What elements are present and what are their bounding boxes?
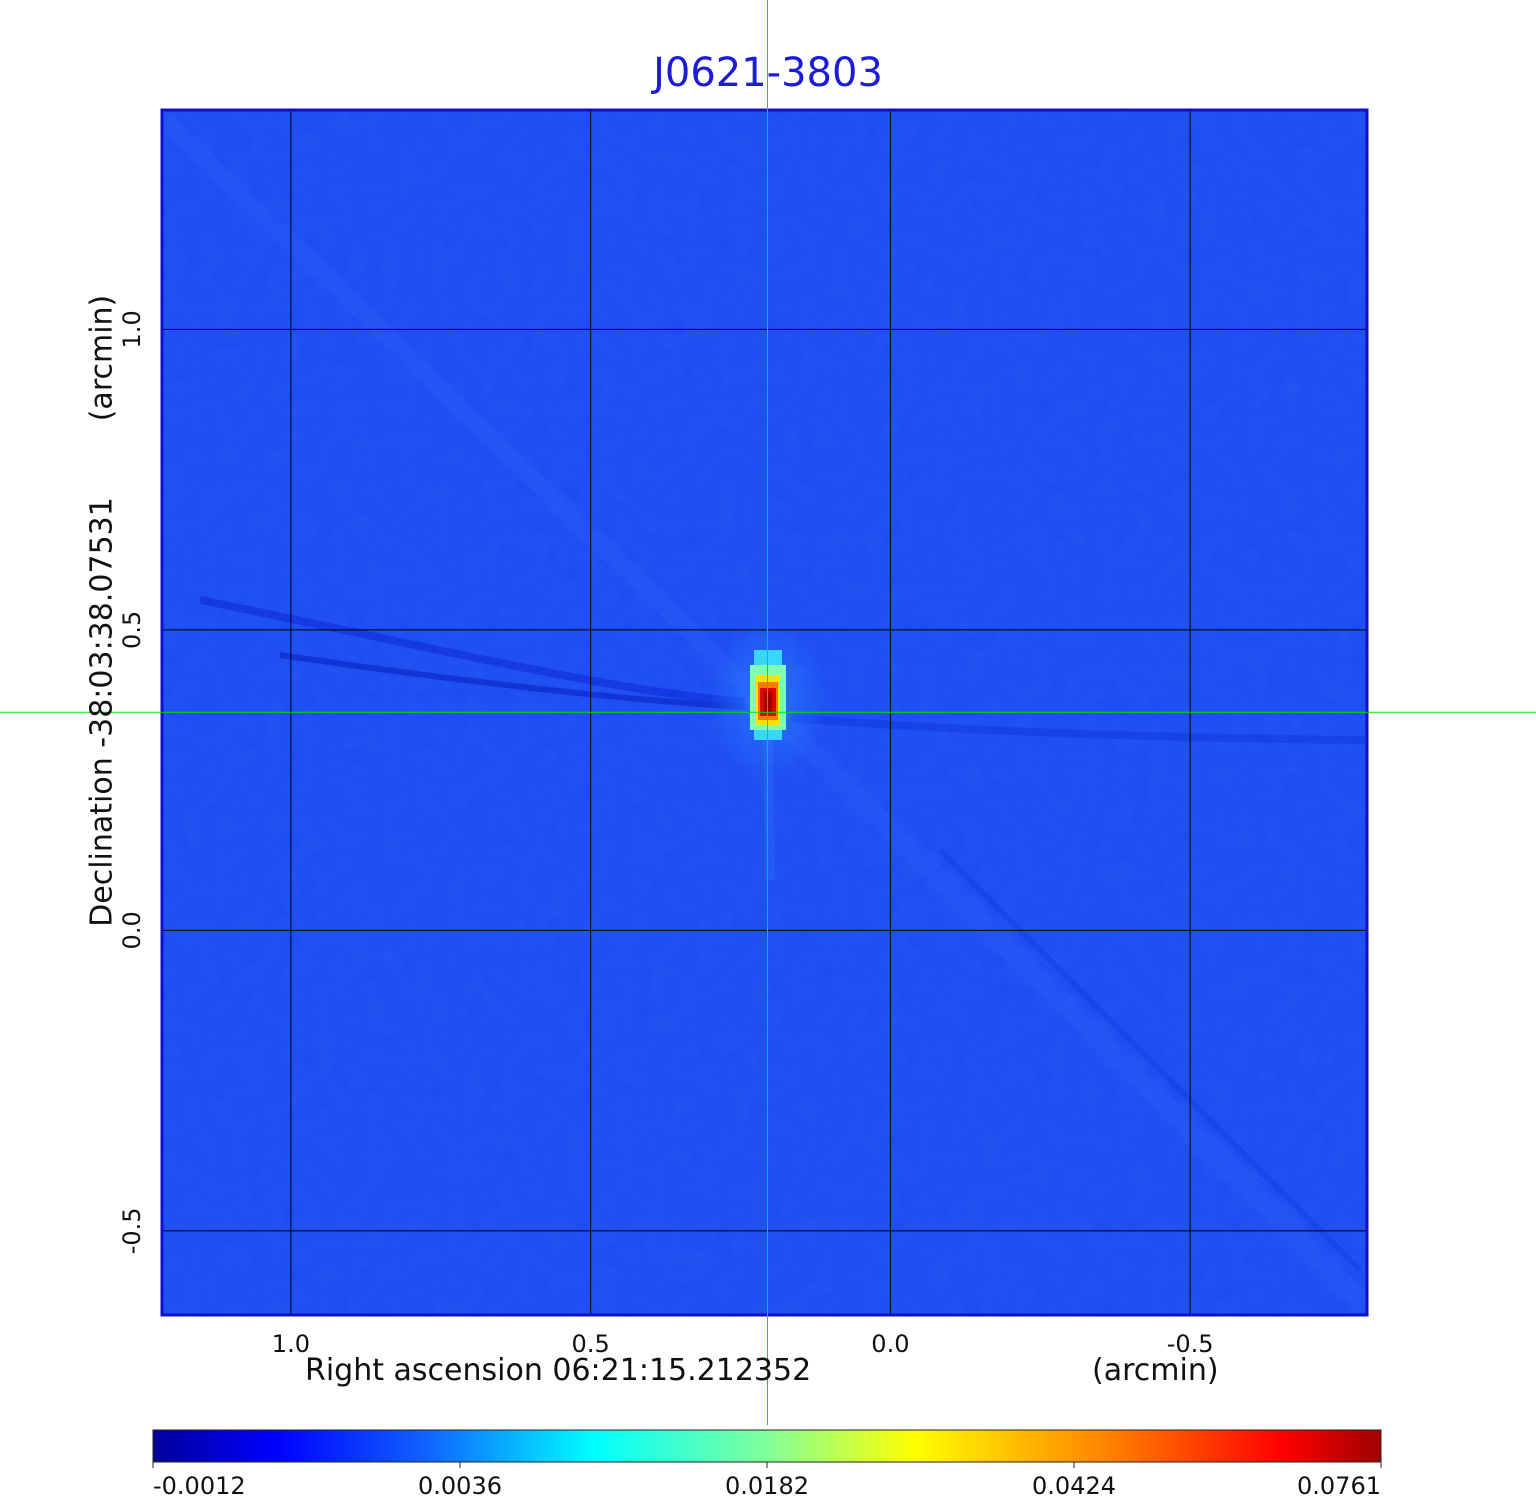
colorbar-tick-label: 0.0036 [418,1472,502,1500]
x-axis-unit: (arcmin) [1092,1353,1219,1388]
x-tick-label: 1.0 [272,1330,310,1358]
source-emission [708,620,828,780]
y-tick-label: -0.5 [118,1207,146,1254]
colorbar-tick-label: 0.0761 [1297,1472,1381,1500]
chart-title: J0621-3803 [653,50,883,96]
y-axis-unit: (arcmin) [84,294,120,422]
x-axis-label: Right ascension 06:21:15.212352 [305,1353,812,1388]
x-tick-label: 0.0 [871,1330,909,1358]
colorbar [152,1429,1382,1463]
x-axis-ticks: 1.0 0.5 0.0 -0.5 [272,1330,1214,1358]
colorbar-tick-label: 0.0424 [1032,1472,1116,1500]
colorbar-tick-label: 0.0182 [725,1472,809,1500]
y-axis-ticks: 1.0 0.5 0.0 -0.5 [118,310,146,1254]
x-tick-label: 0.5 [572,1330,610,1358]
y-tick-label: 0.5 [118,611,146,649]
y-tick-label: 1.0 [118,310,146,348]
y-axis-label: Declination -38:03:38.07531 [84,497,120,927]
crosshair [0,0,1536,1425]
y-tick-label: 0.0 [118,911,146,949]
x-tick-label: -0.5 [1167,1330,1214,1358]
image-streaks [162,113,1367,1313]
colorbar-tick-label: -0.0012 [153,1472,246,1500]
colorbar-ticks: -0.0012 0.0036 0.0182 0.0424 0.0761 [152,1462,1382,1500]
